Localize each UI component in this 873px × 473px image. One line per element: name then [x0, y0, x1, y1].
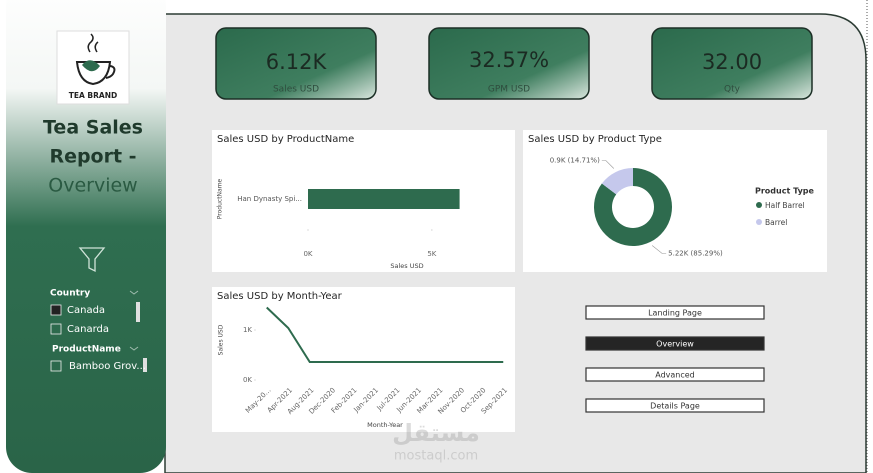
x-axis-title: Sales USD: [390, 262, 423, 270]
legend-marker: [756, 202, 762, 208]
watermark: مستقل mostaql.com: [392, 419, 480, 464]
chart-title: Sales USD by Product Type: [528, 134, 662, 145]
x-axis-title: Month-Year: [367, 421, 403, 429]
nav-button[interactable]: [585, 398, 765, 413]
donut-slice: [594, 168, 673, 247]
chart-panel: [523, 130, 827, 272]
data-label: 0.9K (14.71%): [550, 157, 600, 165]
legend-label: Barrel: [765, 218, 787, 227]
kpi-card: [215, 27, 377, 100]
nav-button-label[interactable]: Landing Page: [648, 309, 702, 318]
slicer-chevron: [129, 346, 139, 351]
chart-title: Sales USD by Month-Year: [217, 291, 343, 302]
slicer-item[interactable]: Canada: [67, 305, 105, 316]
leader-line: [601, 160, 615, 169]
nav-button[interactable]: [585, 367, 765, 382]
kpi-value: 32.57%: [469, 48, 549, 72]
nav-button-label[interactable]: Overview: [656, 340, 694, 349]
sidebar: [6, 0, 166, 473]
kpi-card: [428, 27, 590, 100]
slicer-checkbox[interactable]: [50, 323, 62, 335]
legend-title: Product Type: [755, 187, 815, 196]
x-tick-label: 0K: [303, 250, 312, 258]
kpi-value: 6.12K: [266, 50, 328, 74]
kpi-label: GPM USD: [488, 85, 530, 95]
filter-icon: [78, 247, 106, 273]
kpi-label: Qty: [724, 85, 741, 95]
chart-panel: [212, 287, 515, 432]
nav-button-label[interactable]: Details Page: [650, 402, 700, 411]
slicer-checkbox[interactable]: [50, 304, 62, 316]
y-axis-title: ProductName: [217, 178, 224, 219]
kpi-value: 32.00: [702, 50, 762, 74]
watermark-url: mostaql.com: [394, 449, 478, 464]
logo-text: TEA BRAND: [69, 91, 117, 100]
slicer-item[interactable]: Canarda: [67, 324, 109, 335]
nav-button[interactable]: [585, 305, 765, 320]
logo: TEA BRAND: [56, 30, 130, 105]
data-label: 5.22K (85.29%): [668, 249, 723, 257]
watermark-arabic: مستقل: [392, 419, 480, 447]
report-title: Report -: [49, 146, 136, 168]
report-title: Tea Sales: [43, 117, 143, 139]
chart-title: Sales USD by ProductName: [217, 134, 354, 145]
y-axis-title: Sales USD: [218, 324, 225, 355]
report-title: Overview: [48, 175, 137, 197]
scrollbar: [143, 358, 147, 372]
category-label: Han Dynasty Spi...: [237, 195, 302, 203]
x-tick-label: 5K: [427, 250, 436, 258]
legend-label: Half Barrel: [765, 201, 805, 210]
kpi-label: Sales USD: [273, 85, 319, 95]
legend-marker: [756, 219, 762, 225]
y-tick-label: 1K: [243, 326, 252, 334]
slicer-title: Country: [50, 289, 90, 299]
slicer-title: ProductName: [52, 345, 121, 355]
nav-button[interactable]: [585, 336, 765, 351]
nav-button-label[interactable]: Advanced: [655, 371, 695, 380]
slicer-item[interactable]: Bamboo Grov...: [69, 361, 146, 372]
kpi-card: [651, 27, 813, 100]
line-series: [266, 306, 504, 363]
bar: [308, 189, 460, 209]
slicer-checkbox[interactable]: [50, 360, 62, 372]
slicer-chevron: [129, 290, 139, 295]
leader-line: [651, 245, 667, 254]
scrollbar: [136, 302, 140, 322]
donut-slice: [601, 168, 633, 195]
y-tick-label: 0K: [243, 376, 252, 384]
